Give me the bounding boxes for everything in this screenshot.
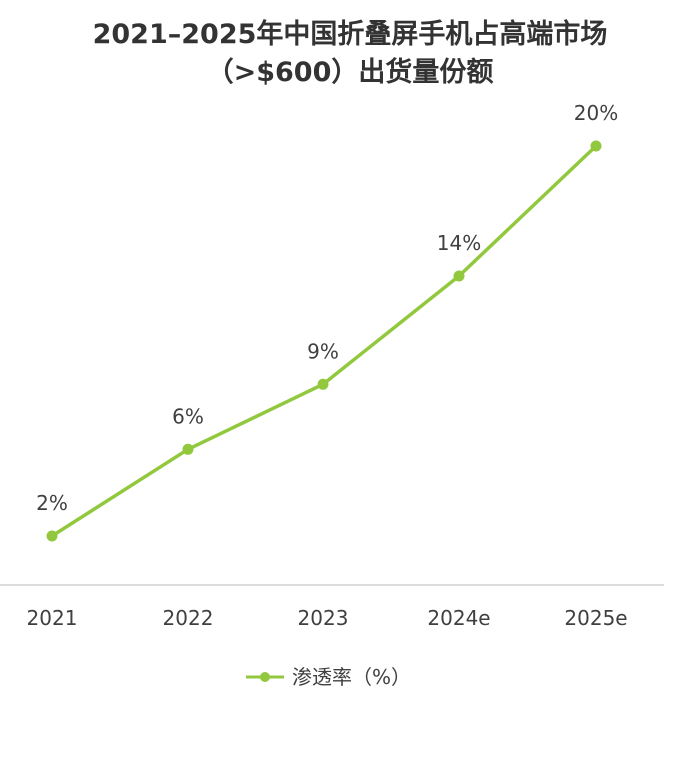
data-label-2025e: 20% bbox=[574, 101, 618, 125]
chart-title: 2021–2025年中国折叠屏手机占高端市场 （>$600）出货量份额 bbox=[0, 16, 700, 92]
chart-title-line-1: 2021–2025年中国折叠屏手机占高端市场 bbox=[92, 19, 608, 50]
data-point-2021 bbox=[46, 530, 58, 542]
data-point-2024e bbox=[453, 270, 465, 282]
x-axis-ticks: 2021 2022 2023 2024e 2025e bbox=[27, 606, 628, 630]
legend: 渗透率（%） bbox=[246, 665, 411, 689]
data-point-2022 bbox=[182, 443, 194, 455]
x-tick-2024e: 2024e bbox=[427, 606, 490, 630]
chart-title-line-2: （>$600）出货量份额 bbox=[206, 57, 494, 88]
data-label-2022: 6% bbox=[172, 404, 204, 428]
data-label-2024e: 14% bbox=[437, 231, 481, 255]
x-tick-2025e: 2025e bbox=[564, 606, 627, 630]
x-tick-2021: 2021 bbox=[27, 606, 78, 630]
x-tick-2023: 2023 bbox=[298, 606, 349, 630]
data-point-2025e bbox=[590, 140, 602, 152]
data-label-2023: 9% bbox=[307, 339, 339, 363]
data-label-2021: 2% bbox=[36, 491, 68, 515]
legend-label: 渗透率（%） bbox=[292, 665, 411, 689]
x-tick-2022: 2022 bbox=[163, 606, 214, 630]
data-point-2023 bbox=[317, 378, 329, 390]
legend-marker-dot bbox=[260, 672, 270, 682]
data-labels: 2% 6% 9% 14% 20% bbox=[36, 101, 618, 515]
series-layer bbox=[46, 140, 602, 542]
